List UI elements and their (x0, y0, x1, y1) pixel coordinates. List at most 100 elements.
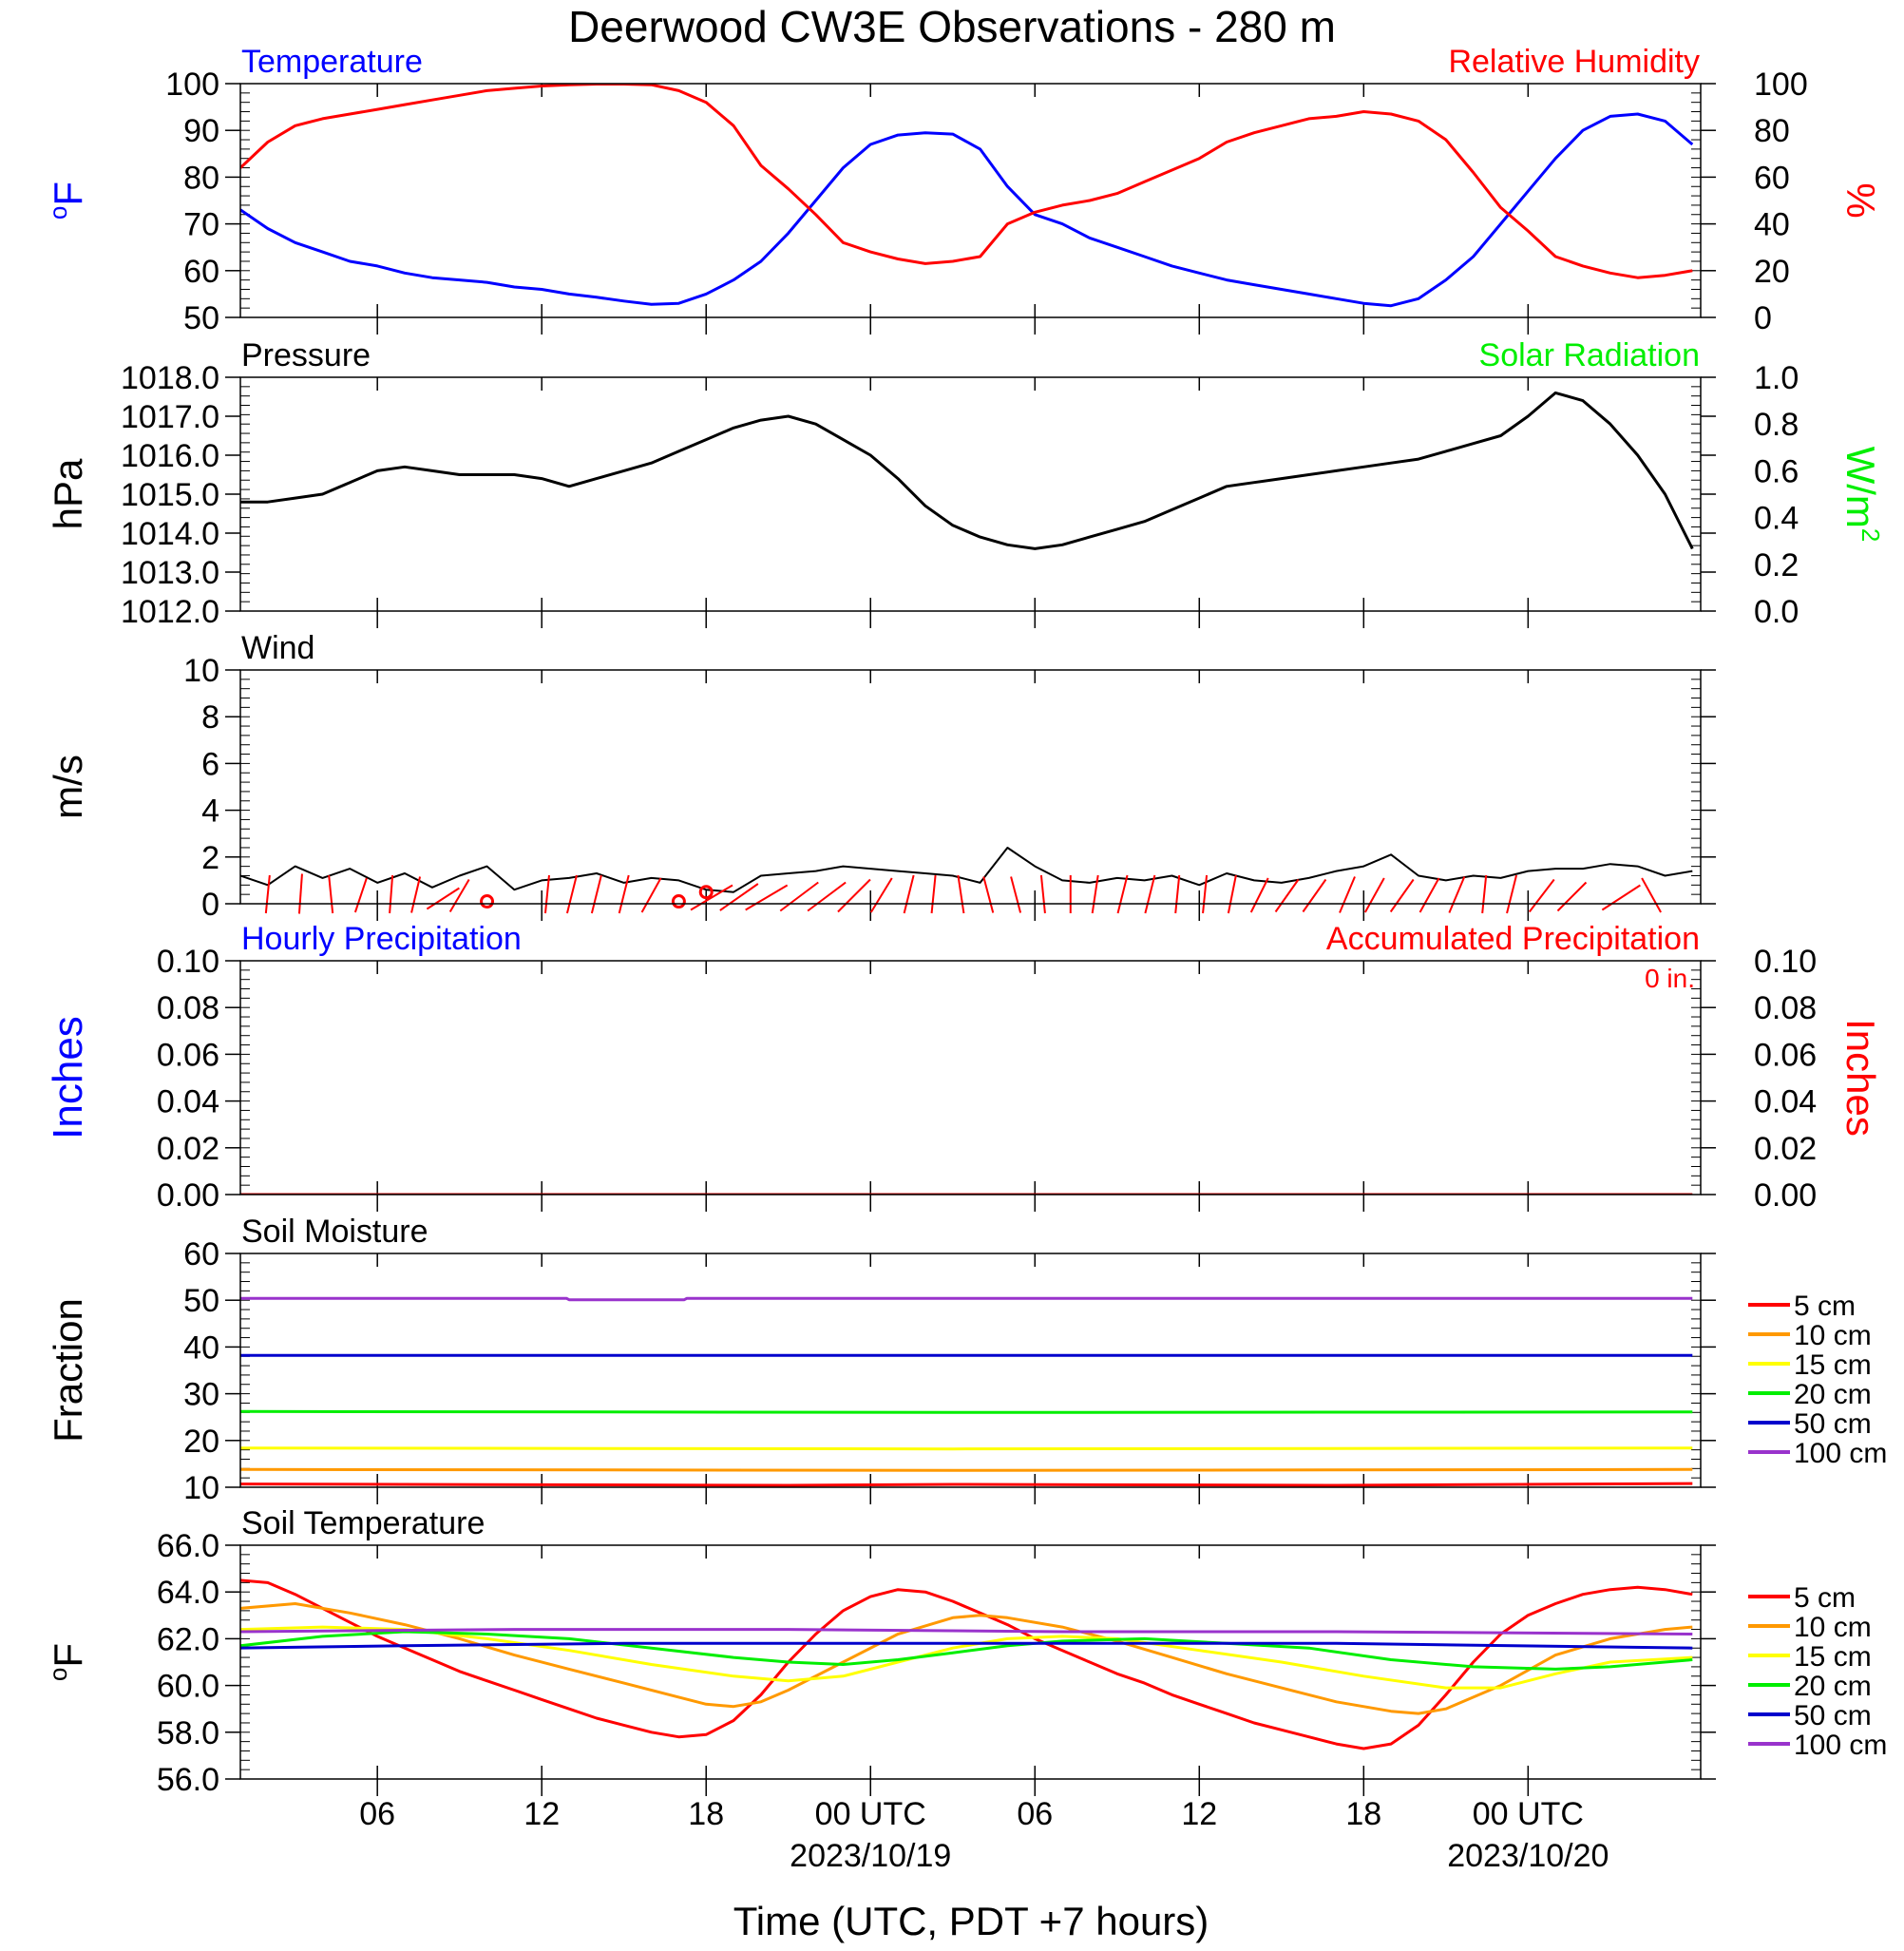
y-tick-label-right: 0.04 (1754, 1084, 1817, 1120)
wind-barb (1506, 874, 1517, 914)
panel-title-left: Hourly Precipitation (241, 921, 522, 957)
wind-barb (930, 874, 937, 914)
y-tick-label-left: 64.0 (157, 1575, 219, 1611)
x-tick-label: 00 UTC (1473, 1796, 1584, 1832)
wind-barb (353, 877, 368, 913)
y-tick-label-left: 10 (183, 653, 219, 689)
x-tick-label: 18 (688, 1796, 724, 1832)
y-tick-label-left: 8 (201, 699, 219, 736)
wind-barb (590, 874, 602, 914)
wind-barb (297, 873, 303, 914)
panel-wind: 10 8 6 4 2 0 Wind m/s (46, 630, 1716, 923)
unit-text: Inches (1838, 1019, 1883, 1137)
unit-letter: F (46, 1643, 90, 1668)
figure-title: Deerwood CW3E Observations - 280 m (568, 2, 1336, 51)
y-tick-label-left: 0 (201, 887, 219, 923)
legend-label: 5 cm (1794, 1291, 1856, 1322)
legend-label: 10 cm (1794, 1612, 1872, 1643)
legend-label: 10 cm (1794, 1320, 1872, 1351)
y-tick-label-left: 1017.0 (121, 399, 219, 435)
series-line-100-cm (240, 1628, 1693, 1635)
wind-barb (1528, 878, 1555, 913)
series-line-pressure (240, 391, 1694, 550)
wind-barb (1039, 874, 1046, 914)
panel-title-right: Accumulated Precipitation (1326, 921, 1700, 957)
wind-barb (410, 876, 422, 913)
series-group (240, 847, 1693, 893)
plot-frame (239, 1544, 1702, 1780)
panel-soil_temperature: 66.0 64.0 62.0 60.0 58.0 56.0 Soil Temperature… (44, 1505, 1887, 1798)
y-axis-label-right: W/m2 (1838, 447, 1885, 543)
panel-title-left: Soil Temperature (241, 1505, 485, 1541)
wind-barb (1339, 876, 1356, 913)
y-tick-label-right: 0.8 (1754, 407, 1799, 443)
legend-label: 15 cm (1794, 1641, 1872, 1673)
series-line-100-cm (240, 1296, 1693, 1302)
panel-title-right: Relative Humidity (1448, 44, 1700, 80)
y-tick-label-left: 1015.0 (121, 477, 219, 513)
wind-calm-marker (671, 894, 686, 909)
series-group (240, 1578, 1693, 1750)
plot-frame (239, 960, 1702, 1195)
wind-barb (1363, 877, 1385, 913)
panel-precip: 0.10 0.08 0.06 0.04 0.02 0.00 0.10 0.08 0.06 0.04… (45, 921, 1883, 1214)
series-line-50-cm (240, 1641, 1693, 1650)
legend-label: 20 cm (1794, 1671, 1872, 1702)
y-tick-label-left: 70 (183, 207, 219, 243)
y-tick-label-right: 0.02 (1754, 1131, 1817, 1167)
wind-barb (1010, 876, 1022, 913)
wind-barb (1481, 874, 1488, 914)
y-axis-label-left: Inches (45, 1016, 91, 1139)
series-line-20-cm (240, 1409, 1693, 1414)
wind-barb (565, 874, 578, 914)
y-tick-label-left: 0.10 (157, 944, 219, 980)
series-line-15-cm (240, 1446, 1693, 1451)
y-tick-label-left: 20 (183, 1424, 219, 1460)
wind-barb (389, 874, 394, 914)
y-tick-label-left: 62.0 (157, 1621, 219, 1657)
y-axis-label-left: m/s (46, 755, 90, 819)
y-tick-label-left: 1013.0 (121, 555, 219, 591)
wind-barb (903, 874, 915, 914)
y-tick-label-right: 0.0 (1754, 594, 1799, 630)
legend-label: 50 cm (1794, 1700, 1872, 1731)
wind-barb (448, 878, 470, 913)
plot-frame (239, 83, 1702, 318)
y-tick-label-right: 0 (1754, 300, 1772, 336)
wind-barb (837, 878, 871, 913)
wind-barb (426, 887, 460, 910)
x-tick-label: 06 (359, 1796, 395, 1832)
legend-label: 100 cm (1794, 1438, 1887, 1469)
series-line-temperature (240, 112, 1694, 308)
unit-letter: F (46, 182, 90, 206)
y-axis-label-left: Fraction (46, 1298, 90, 1443)
panel-title-left: Temperature (241, 44, 423, 80)
wind-barb (1274, 878, 1300, 913)
series-line-10-cm (240, 1467, 1693, 1472)
wind-calm-marker (480, 894, 495, 909)
wind-barb (1116, 874, 1129, 914)
y-tick-label-left: 1018.0 (121, 360, 219, 396)
y-tick-label-left: 60 (183, 1236, 219, 1272)
series-line-5-cm (240, 1578, 1693, 1750)
wind-barb (640, 877, 662, 913)
legend-label: 5 cm (1794, 1582, 1856, 1614)
x-tick-date-label: 2023/10/19 (790, 1838, 951, 1874)
wind-barb (1174, 874, 1181, 914)
y-tick-label-right: 40 (1754, 207, 1790, 243)
y-tick-label-left: 2 (201, 840, 219, 876)
y-tick-label-left: 40 (183, 1329, 219, 1366)
y-tick-label-left: 6 (201, 746, 219, 782)
y-tick-label-right: 0.00 (1754, 1177, 1817, 1214)
y-tick-label-left: 56.0 (157, 1762, 219, 1798)
wind-barb (745, 884, 789, 911)
y-tick-label-right: 20 (1754, 254, 1790, 290)
y-axis-label-left: oF (44, 182, 90, 220)
y-axis-label-left: hPa (46, 458, 90, 529)
y-tick-label-left: 0.06 (157, 1037, 219, 1073)
panel-title-left: Wind (241, 630, 314, 666)
wind-barb (779, 881, 819, 912)
wind-barb (1227, 874, 1237, 914)
panel-pressure: 1018.01017.01016.01015.01014.01013.01012… (46, 337, 1885, 630)
